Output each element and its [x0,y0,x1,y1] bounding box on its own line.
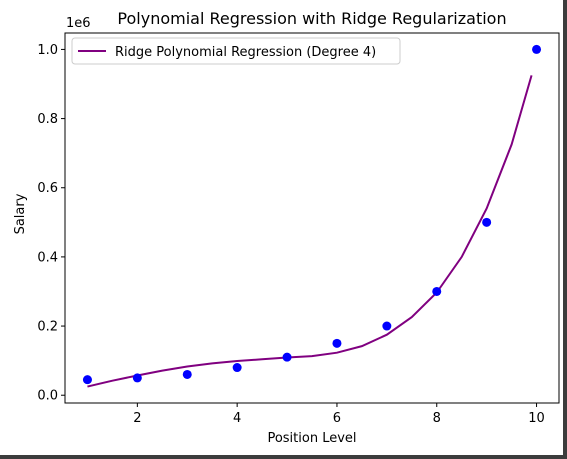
y-offset-label: 1e6 [66,16,91,31]
x-axis-title: Position Level [267,431,356,446]
y-tick-label: 0.0 [37,389,58,404]
data-point [82,375,92,385]
y-axis: 0.0 0.2 0.4 0.6 0.8 1.0 [37,43,65,404]
y-axis-title: Salary [13,193,28,234]
plot-area [64,32,560,404]
data-point [532,44,542,54]
y-tick-label: 1.0 [37,43,58,58]
data-point [132,373,142,383]
ridge-regression-line [87,75,533,388]
legend-label: Ridge Polynomial Regression (Degree 4) [115,45,376,60]
x-tick-label: 4 [233,411,241,426]
data-point [282,352,292,362]
legend-box [71,37,401,65]
x-tick-label: 8 [433,411,441,426]
x-axis: 2 4 6 8 10 [133,403,545,426]
y-tick-label: 0.2 [37,320,58,335]
chart-title: Polynomial Regression with Ridge Regular… [117,9,506,28]
data-point [432,286,442,296]
data-point [332,338,342,348]
data-point [182,369,192,379]
y-tick-label: 0.4 [37,250,58,265]
data-point [382,321,392,331]
series-layer [82,44,542,388]
x-tick-label: 2 [133,411,141,426]
x-tick-label: 6 [333,411,341,426]
data-point [232,363,242,373]
y-tick-label: 0.6 [37,181,58,196]
x-tick-label: 10 [528,411,545,426]
y-tick-label: 0.8 [37,112,58,127]
legend: Ridge Polynomial Regression (Degree 4) [71,37,401,65]
data-point [482,217,492,227]
